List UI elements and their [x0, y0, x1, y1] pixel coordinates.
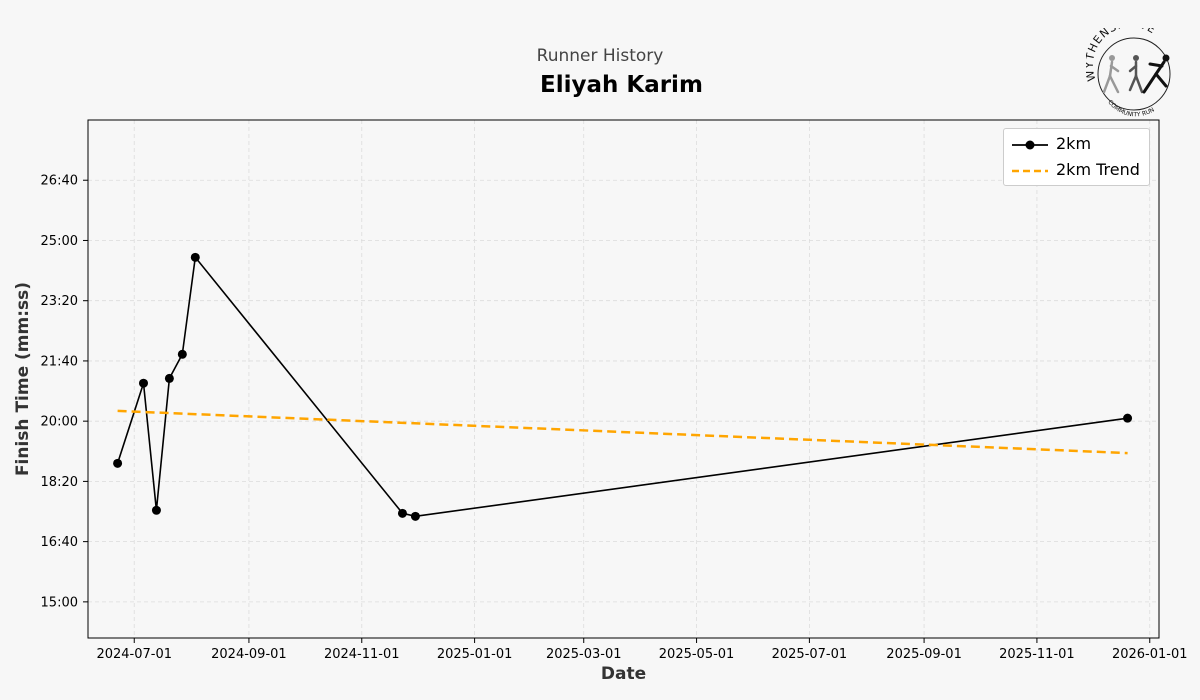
- legend-label: 2km Trend: [1056, 160, 1140, 179]
- runner-logo-icon: WYTHENSHAWE COMMUNITY RUN: [1083, 17, 1171, 119]
- legend-label: 2km: [1056, 134, 1092, 153]
- legend-line-marker-icon: [1012, 140, 1048, 150]
- legend-dashed-line-icon: [1012, 169, 1048, 173]
- x-tick-label: 2025-01-01: [437, 647, 513, 662]
- y-axis-label: Finish Time (mm:ss): [13, 281, 33, 477]
- data-point-2km: [410, 511, 420, 521]
- x-tick-label: 2024-11-01: [324, 647, 400, 662]
- x-axis-label: Date: [600, 664, 647, 684]
- series-line-2km: [116, 255, 1128, 518]
- data-point-2km: [177, 349, 187, 359]
- y-tick-label: 20:00: [41, 415, 78, 430]
- x-tick-label: 2024-07-01: [96, 647, 172, 662]
- y-tick-label: 23:20: [41, 294, 78, 309]
- y-tick-label: 25:00: [41, 234, 78, 249]
- y-tick-label: 26:40: [41, 174, 78, 189]
- legend-item-2km-trend: 2km Trend: [1004, 157, 1149, 181]
- club-logo: WYTHENSHAWE COMMUNITY RUN: [1083, 17, 1176, 119]
- y-tick-label: 18:20: [41, 475, 78, 490]
- x-tick-label: 2024-09-01: [211, 647, 287, 662]
- grid-lines: [88, 120, 1159, 638]
- data-point-2km: [113, 458, 123, 468]
- data-point-2km: [190, 252, 200, 262]
- x-tick-label: 2025-05-01: [659, 647, 735, 662]
- x-tick-label: 2025-09-01: [886, 647, 962, 662]
- svg-text:COMMUNITY RUN: COMMUNITY RUN: [1106, 99, 1155, 118]
- svg-text:WYTHENSHAWE: WYTHENSHAWE: [1086, 28, 1158, 83]
- data-point-2km: [151, 505, 161, 515]
- data-point-2km: [1123, 413, 1133, 423]
- plot-area-frame: [87, 119, 1160, 639]
- legend-item-2km: 2km: [1004, 131, 1149, 155]
- x-tick-label: 2025-11-01: [999, 647, 1075, 662]
- x-tick-label: 2025-03-01: [546, 647, 622, 662]
- y-tick-label: 21:40: [41, 354, 78, 369]
- y-axis-ticks: 15:00 16:40 18:20 20:00 21:40 23:20 25:00 26:40: [41, 174, 88, 610]
- x-axis-ticks: 2024-07-01 2024-09-01 2024-11-01 2025-01-01…: [96, 638, 1188, 662]
- data-point-2km: [397, 508, 407, 518]
- legend: 2km 2km Trend: [1003, 128, 1150, 186]
- series-layer: [113, 252, 1133, 521]
- y-tick-label: 15:00: [41, 595, 78, 610]
- x-tick-label: 2025-07-01: [772, 647, 848, 662]
- y-tick-label: 16:40: [41, 535, 78, 550]
- data-point-2km: [164, 373, 174, 383]
- x-tick-label: 2026-01-01: [1112, 647, 1188, 662]
- chart-supertitle: Runner History: [536, 46, 664, 66]
- series-line-2km-trend: [117, 409, 1128, 455]
- chart-title: Eliyah Karim: [540, 72, 703, 98]
- data-point-2km: [138, 378, 148, 388]
